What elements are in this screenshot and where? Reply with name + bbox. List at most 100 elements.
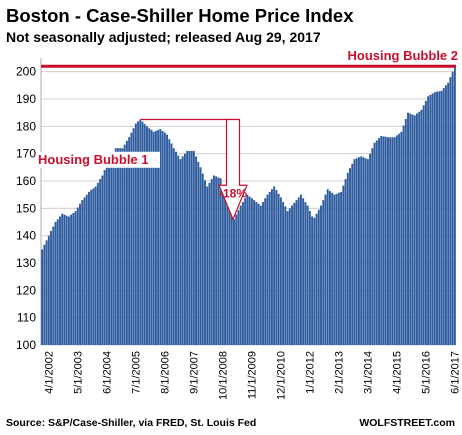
bar bbox=[239, 205, 242, 345]
bar bbox=[386, 137, 389, 345]
bar bbox=[215, 176, 218, 345]
bar bbox=[317, 209, 320, 345]
bar bbox=[92, 188, 95, 345]
bar bbox=[183, 153, 186, 345]
bar bbox=[264, 198, 267, 345]
bar bbox=[284, 206, 287, 345]
bar bbox=[175, 151, 177, 345]
bar bbox=[152, 131, 155, 345]
x-tick-label: 10/1/2008 bbox=[218, 351, 230, 400]
bar bbox=[400, 131, 403, 345]
bar bbox=[277, 193, 280, 345]
bar bbox=[146, 126, 148, 345]
y-tick-label: 120 bbox=[16, 283, 36, 297]
bar bbox=[163, 132, 166, 345]
brand-label: WOLFSTREET.com bbox=[359, 417, 455, 429]
bar bbox=[230, 213, 233, 345]
bubble1-label-background bbox=[36, 151, 160, 168]
bar bbox=[197, 161, 200, 345]
bar bbox=[137, 121, 140, 345]
bar bbox=[275, 190, 278, 345]
bar bbox=[226, 202, 229, 345]
bar bbox=[420, 109, 423, 345]
bar bbox=[90, 190, 93, 345]
bar bbox=[228, 208, 231, 345]
bar bbox=[364, 158, 367, 345]
bar bbox=[212, 175, 215, 345]
bar bbox=[418, 111, 421, 345]
bar bbox=[320, 205, 322, 345]
bar bbox=[76, 207, 79, 345]
x-tick-label: 9/1/2007 bbox=[189, 351, 201, 394]
bar bbox=[128, 137, 131, 345]
bar bbox=[442, 88, 445, 346]
bar bbox=[380, 135, 383, 345]
bar bbox=[172, 148, 175, 345]
x-tick-label: 8/1/2006 bbox=[160, 351, 172, 394]
bar bbox=[43, 244, 46, 345]
bar bbox=[407, 112, 409, 346]
bar bbox=[208, 182, 211, 345]
bar bbox=[143, 124, 146, 345]
bar bbox=[302, 198, 305, 345]
bar bbox=[192, 150, 195, 345]
bar bbox=[308, 211, 311, 345]
bar bbox=[391, 137, 394, 345]
bar bbox=[257, 203, 260, 345]
bar bbox=[210, 179, 213, 345]
bar bbox=[286, 211, 289, 345]
bar bbox=[96, 182, 99, 345]
x-tick-label: 5/1/2003 bbox=[73, 351, 85, 394]
y-tick-label: 150 bbox=[16, 201, 36, 215]
bar bbox=[186, 150, 189, 345]
bar bbox=[244, 198, 247, 345]
bar bbox=[324, 194, 327, 345]
bar bbox=[139, 119, 142, 345]
bar bbox=[168, 139, 171, 345]
bar bbox=[266, 194, 269, 345]
bar bbox=[217, 177, 220, 345]
bar bbox=[45, 240, 48, 345]
bar bbox=[105, 164, 108, 345]
bar bbox=[291, 205, 293, 345]
bar bbox=[253, 200, 256, 345]
bar bbox=[54, 222, 57, 345]
bar bbox=[440, 90, 443, 345]
bar bbox=[157, 129, 160, 345]
bar bbox=[335, 193, 338, 345]
y-axis-ticks: 100 110 120 130 140 150 160 170 180 190 200 bbox=[16, 65, 36, 352]
bar bbox=[398, 133, 401, 345]
bubble2-label: Housing Bubble 2 bbox=[348, 48, 459, 63]
bar bbox=[125, 140, 128, 345]
bar bbox=[241, 202, 244, 345]
bar bbox=[444, 85, 447, 345]
bar bbox=[369, 153, 372, 345]
bar bbox=[384, 136, 387, 345]
y-tick-label: 160 bbox=[16, 174, 36, 188]
bar bbox=[451, 71, 454, 346]
bubble1-label: Housing Bubble 1 bbox=[38, 152, 149, 167]
bar bbox=[219, 178, 222, 345]
bar bbox=[322, 200, 325, 345]
bars bbox=[41, 66, 456, 346]
bar bbox=[366, 159, 369, 345]
bar bbox=[101, 175, 104, 345]
bar bbox=[438, 91, 441, 345]
bar bbox=[47, 235, 50, 345]
chart-title: Boston - Case-Shiller Home Price Index bbox=[6, 5, 354, 26]
bar bbox=[74, 211, 77, 345]
bar bbox=[389, 137, 392, 345]
bar bbox=[346, 172, 349, 345]
bar bbox=[132, 128, 135, 345]
bar bbox=[110, 155, 113, 345]
bar bbox=[41, 249, 44, 345]
bar bbox=[94, 186, 97, 345]
bar bbox=[181, 156, 184, 345]
bar bbox=[108, 159, 111, 345]
bar bbox=[362, 157, 365, 345]
bar bbox=[360, 156, 363, 345]
bar bbox=[436, 91, 439, 346]
bar bbox=[224, 194, 227, 345]
bar bbox=[114, 148, 117, 345]
